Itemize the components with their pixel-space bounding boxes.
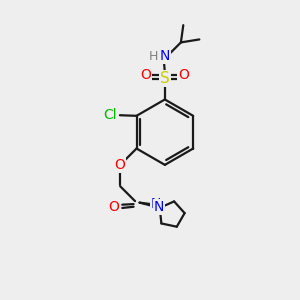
- Text: O: O: [108, 200, 119, 214]
- Text: O: O: [178, 68, 189, 83]
- Text: N: N: [154, 200, 164, 214]
- Text: N: N: [160, 49, 170, 63]
- Text: O: O: [140, 68, 151, 83]
- Text: S: S: [160, 70, 170, 86]
- Text: O: O: [114, 158, 125, 172]
- Text: H: H: [149, 50, 158, 63]
- Text: N: N: [151, 196, 161, 211]
- Text: Cl: Cl: [103, 108, 117, 122]
